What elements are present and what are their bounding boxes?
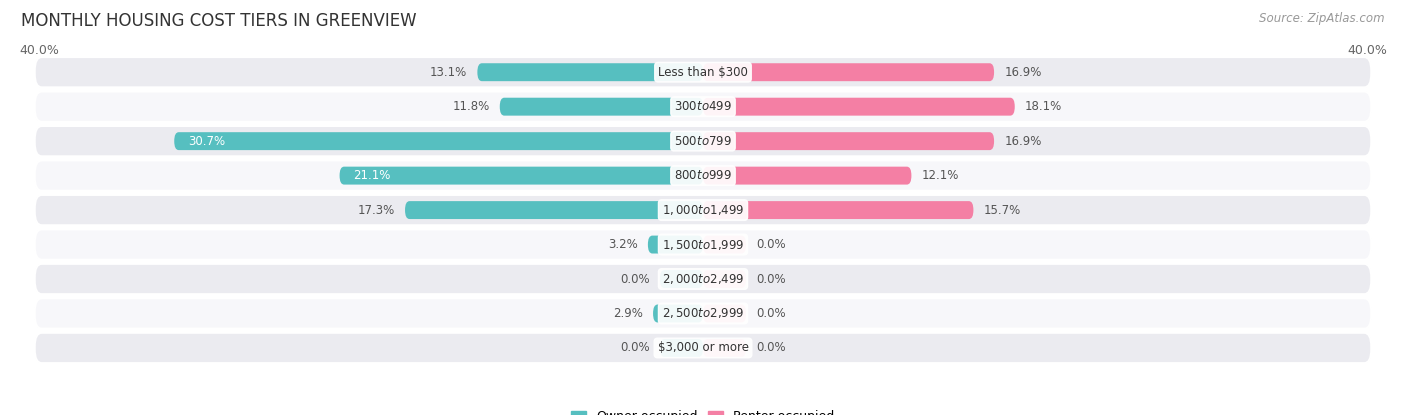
FancyBboxPatch shape (35, 161, 1371, 191)
Text: Source: ZipAtlas.com: Source: ZipAtlas.com (1260, 12, 1385, 25)
FancyBboxPatch shape (659, 270, 703, 288)
FancyBboxPatch shape (703, 98, 1015, 116)
FancyBboxPatch shape (35, 195, 1371, 225)
Text: $2,000 to $2,499: $2,000 to $2,499 (662, 272, 744, 286)
Text: 0.0%: 0.0% (756, 273, 786, 286)
FancyBboxPatch shape (703, 339, 747, 357)
Text: 16.9%: 16.9% (1004, 134, 1042, 148)
Text: $3,000 or more: $3,000 or more (658, 342, 748, 354)
Text: 0.0%: 0.0% (756, 307, 786, 320)
Text: 0.0%: 0.0% (620, 273, 650, 286)
Text: $800 to $999: $800 to $999 (673, 169, 733, 182)
FancyBboxPatch shape (35, 229, 1371, 260)
FancyBboxPatch shape (703, 132, 994, 150)
FancyBboxPatch shape (703, 201, 973, 219)
Text: 30.7%: 30.7% (188, 134, 225, 148)
FancyBboxPatch shape (703, 167, 911, 185)
FancyBboxPatch shape (652, 305, 703, 322)
Text: 0.0%: 0.0% (756, 342, 786, 354)
Text: 40.0%: 40.0% (20, 44, 59, 57)
Text: 40.0%: 40.0% (1347, 44, 1386, 57)
FancyBboxPatch shape (340, 167, 703, 185)
FancyBboxPatch shape (703, 305, 747, 322)
Text: $1,500 to $1,999: $1,500 to $1,999 (662, 237, 744, 251)
Text: 18.1%: 18.1% (1025, 100, 1063, 113)
FancyBboxPatch shape (35, 126, 1371, 156)
FancyBboxPatch shape (35, 333, 1371, 363)
Text: 13.1%: 13.1% (430, 66, 467, 79)
Text: 2.9%: 2.9% (613, 307, 643, 320)
Text: $500 to $799: $500 to $799 (673, 134, 733, 148)
FancyBboxPatch shape (659, 339, 703, 357)
FancyBboxPatch shape (499, 98, 703, 116)
FancyBboxPatch shape (35, 92, 1371, 122)
Text: 15.7%: 15.7% (984, 204, 1021, 217)
Text: 16.9%: 16.9% (1004, 66, 1042, 79)
Text: 0.0%: 0.0% (756, 238, 786, 251)
FancyBboxPatch shape (703, 270, 747, 288)
Text: MONTHLY HOUSING COST TIERS IN GREENVIEW: MONTHLY HOUSING COST TIERS IN GREENVIEW (21, 12, 416, 30)
Text: 0.0%: 0.0% (620, 342, 650, 354)
Text: $300 to $499: $300 to $499 (673, 100, 733, 113)
FancyBboxPatch shape (703, 63, 994, 81)
Legend: Owner-occupied, Renter-occupied: Owner-occupied, Renter-occupied (567, 405, 839, 415)
FancyBboxPatch shape (405, 201, 703, 219)
FancyBboxPatch shape (478, 63, 703, 81)
Text: $2,500 to $2,999: $2,500 to $2,999 (662, 307, 744, 320)
Text: 21.1%: 21.1% (353, 169, 391, 182)
FancyBboxPatch shape (35, 57, 1371, 88)
FancyBboxPatch shape (35, 264, 1371, 294)
Text: 11.8%: 11.8% (453, 100, 489, 113)
Text: 17.3%: 17.3% (357, 204, 395, 217)
FancyBboxPatch shape (703, 236, 747, 254)
Text: 3.2%: 3.2% (607, 238, 637, 251)
FancyBboxPatch shape (174, 132, 703, 150)
Text: Less than $300: Less than $300 (658, 66, 748, 79)
FancyBboxPatch shape (648, 236, 703, 254)
Text: 12.1%: 12.1% (922, 169, 959, 182)
FancyBboxPatch shape (35, 298, 1371, 329)
Text: $1,000 to $1,499: $1,000 to $1,499 (662, 203, 744, 217)
